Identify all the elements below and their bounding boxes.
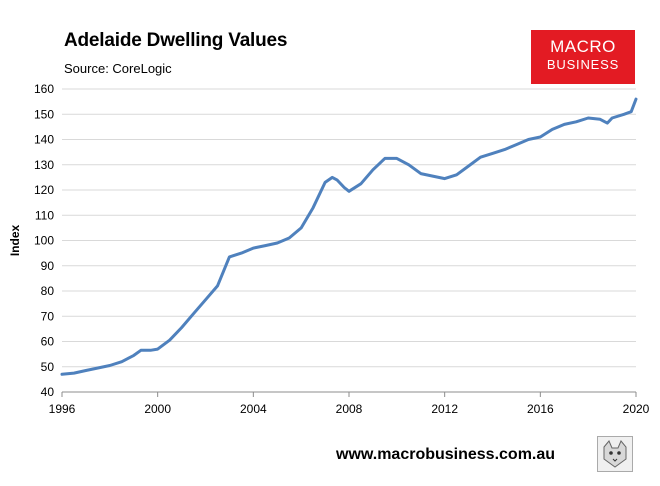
macrobusiness-logo: MACRO BUSINESS (531, 30, 635, 84)
series-line (60, 97, 638, 376)
chart-source: Source: CoreLogic (64, 61, 172, 76)
x-tick-label: 2008 (336, 402, 363, 416)
chart-title: Adelaide Dwelling Values (64, 30, 288, 51)
x-tick-label: 2012 (431, 402, 458, 416)
y-tick-label: 100 (34, 234, 54, 248)
logo-line-1: MACRO (550, 37, 616, 56)
y-tick-label: 150 (34, 107, 54, 121)
y-tick-label: 130 (34, 158, 54, 172)
y-tick-label: 90 (41, 259, 55, 273)
x-tick-label: 2016 (527, 402, 554, 416)
logo-line-2: BUSINESS (546, 57, 620, 72)
y-tick-label: 50 (41, 360, 55, 374)
y-tick-label: 80 (41, 284, 55, 298)
x-tick-label: 2000 (144, 402, 171, 416)
x-tick-label: 2020 (623, 402, 650, 416)
x-tick-label: 2004 (240, 402, 267, 416)
footer-url: www.macrobusiness.com.au (336, 446, 556, 463)
y-axis-label: Index (8, 225, 22, 257)
mascot-icon (603, 440, 627, 468)
y-tick-label: 70 (41, 309, 55, 323)
y-tick-label: 60 (41, 335, 55, 349)
y-tick-label: 120 (34, 183, 54, 197)
y-tick-label: 40 (41, 385, 55, 399)
y-tick-label: 140 (34, 133, 54, 147)
mascot-image (597, 436, 633, 472)
x-tick-label: 1996 (49, 402, 76, 416)
y-tick-label: 160 (34, 82, 54, 96)
y-tick-label: 110 (35, 208, 54, 222)
